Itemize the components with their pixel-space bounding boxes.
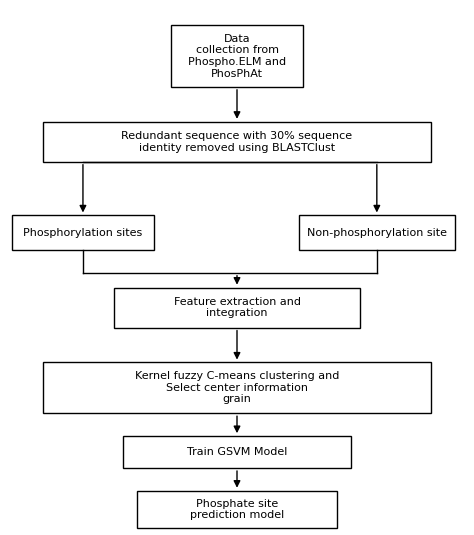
Bar [114,288,360,327]
Bar [43,363,431,413]
Bar [299,216,455,250]
Bar [12,216,154,250]
Text: Data
collection from
Phospho.ELM and
PhosPhAt: Data collection from Phospho.ELM and Pho… [188,34,286,79]
Text: Kernel fuzzy C-means clustering and
Select center information
grain: Kernel fuzzy C-means clustering and Sele… [135,371,339,404]
Text: Non-phosphorylation site: Non-phosphorylation site [307,228,447,238]
Text: Phosphate site
prediction model: Phosphate site prediction model [190,499,284,520]
Text: Redundant sequence with 30% sequence
identity removed using BLASTClust: Redundant sequence with 30% sequence ide… [121,131,353,152]
Text: Train GSVM Model: Train GSVM Model [187,447,287,457]
Bar [43,121,431,162]
Text: Phosphorylation sites: Phosphorylation sites [23,228,143,238]
Bar [137,491,337,528]
Text: Feature extraction and
integration: Feature extraction and integration [173,297,301,318]
Bar [171,25,303,87]
Bar [123,436,351,468]
